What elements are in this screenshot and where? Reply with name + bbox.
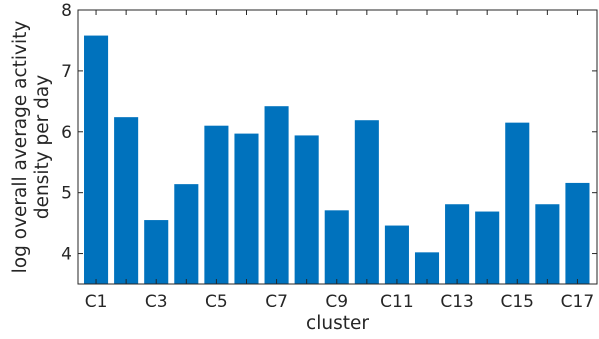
- bar-c8: [294, 135, 319, 284]
- x-tick-label: C17: [561, 292, 595, 312]
- bar-c4: [174, 184, 199, 284]
- x-tick-label: C3: [145, 292, 168, 312]
- x-tick-label: C1: [85, 292, 108, 312]
- bar-c6: [234, 133, 259, 284]
- bar-c16: [535, 204, 560, 284]
- x-tick-label: C13: [440, 292, 474, 312]
- y-tick-label: 8: [61, 1, 72, 21]
- x-tick-label: C9: [325, 292, 348, 312]
- x-tick-label: C11: [380, 292, 414, 312]
- bars-group: [84, 35, 590, 285]
- y-tick-label: 6: [61, 123, 72, 143]
- y-axis-label-line-2: density per day: [32, 75, 53, 219]
- bar-c1: [84, 35, 109, 284]
- y-tick-label: 5: [61, 184, 72, 204]
- y-axis-label-line-1: log overall average activity: [10, 21, 31, 274]
- bar-c5: [204, 125, 229, 284]
- x-tick-label: C7: [265, 292, 288, 312]
- y-tick-label: 4: [61, 245, 72, 265]
- bar-c9: [324, 210, 349, 284]
- bar-c10: [354, 120, 379, 285]
- bar-c13: [445, 204, 470, 284]
- bar-c7: [264, 106, 289, 284]
- bar-c14: [475, 211, 500, 284]
- bar-c3: [144, 220, 169, 284]
- x-axis-label: cluster: [306, 313, 369, 334]
- axes-box: [77, 9, 598, 285]
- x-axis-ticks: C1 C3 C5 C7 C9 C11 C13 C15 C17: [85, 10, 594, 312]
- bar-c15: [505, 122, 530, 284]
- bar-c12: [414, 252, 440, 284]
- bar-c17: [565, 182, 590, 284]
- x-tick-label: C15: [501, 292, 535, 312]
- bar-c2: [114, 117, 139, 284]
- y-tick-label: 7: [61, 62, 72, 82]
- y-axis-ticks: 4 5 6 7 8: [61, 1, 597, 265]
- bar-c11: [384, 225, 409, 284]
- x-tick-label: C5: [205, 292, 228, 312]
